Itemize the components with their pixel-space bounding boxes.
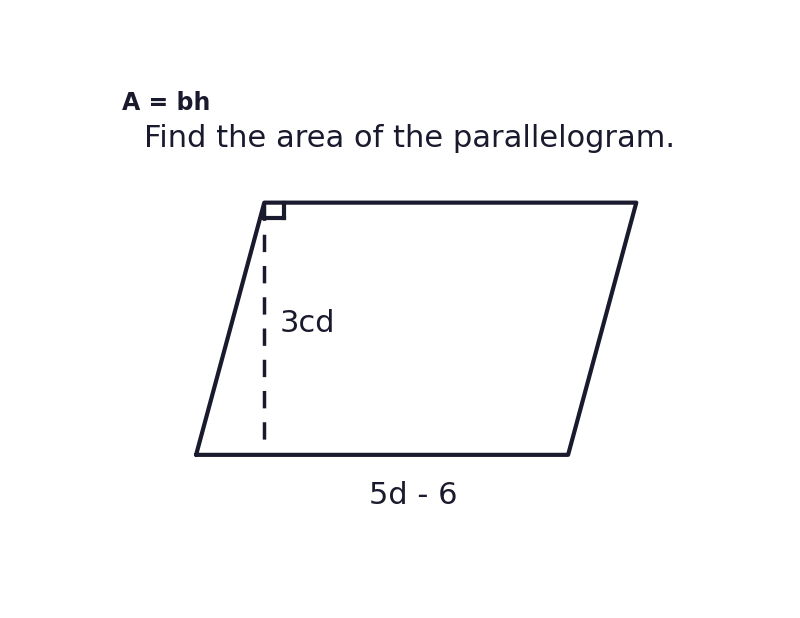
Text: 3cd: 3cd	[280, 310, 335, 339]
Text: 5d - 6: 5d - 6	[369, 481, 458, 510]
Text: Find the area of the parallelogram.: Find the area of the parallelogram.	[145, 124, 675, 153]
Text: A = bh: A = bh	[122, 91, 210, 115]
